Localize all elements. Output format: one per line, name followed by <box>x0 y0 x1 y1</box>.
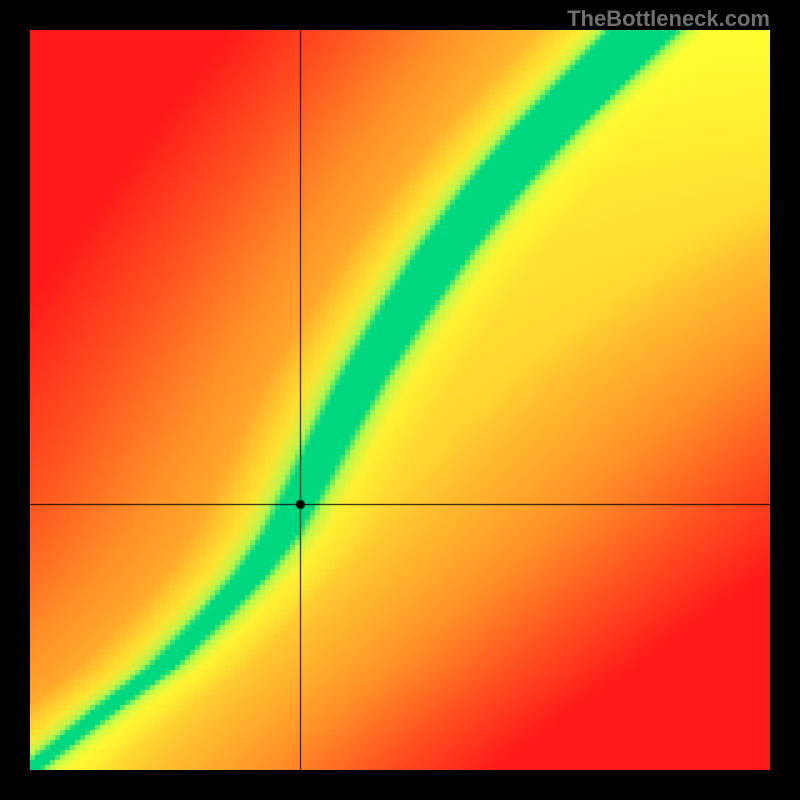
chart-frame <box>30 30 770 770</box>
watermark-text: TheBottleneck.com <box>567 6 770 32</box>
heatmap-canvas <box>30 30 770 770</box>
